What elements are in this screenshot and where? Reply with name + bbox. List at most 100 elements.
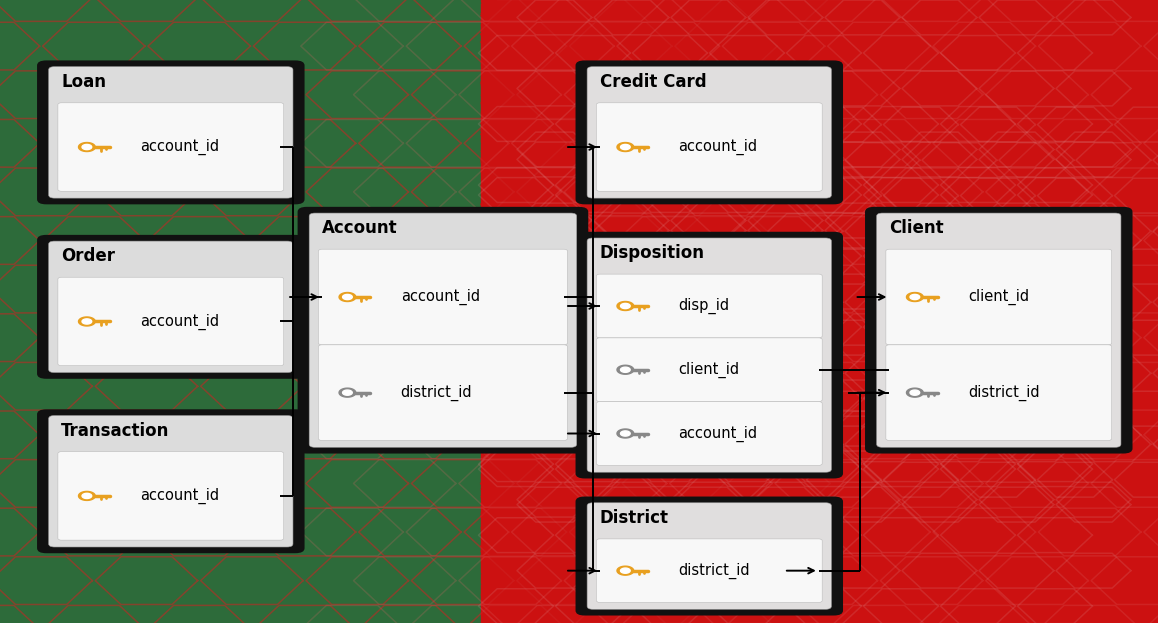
Point bbox=[504, 155, 522, 165]
Point bbox=[468, 0, 486, 6]
Point bbox=[460, 184, 478, 194]
Point bbox=[532, 7, 550, 17]
Point bbox=[522, 567, 541, 577]
Point bbox=[516, 193, 535, 202]
Point bbox=[492, 598, 511, 608]
Point bbox=[441, 52, 460, 62]
Point bbox=[447, 288, 466, 298]
Point bbox=[455, 392, 474, 402]
Point bbox=[464, 216, 483, 226]
Point bbox=[485, 510, 504, 520]
Point bbox=[437, 308, 455, 318]
Point bbox=[476, 297, 494, 307]
FancyBboxPatch shape bbox=[587, 503, 831, 609]
Point bbox=[510, 162, 528, 172]
Point bbox=[448, 251, 467, 261]
Point bbox=[444, 597, 462, 607]
Point bbox=[492, 214, 511, 224]
Point bbox=[498, 43, 516, 53]
Point bbox=[483, 301, 501, 311]
Point bbox=[505, 511, 523, 521]
Point bbox=[470, 64, 489, 74]
Point bbox=[455, 439, 474, 449]
Point bbox=[411, 275, 430, 285]
Point bbox=[430, 318, 448, 328]
Point bbox=[467, 561, 485, 571]
Point bbox=[525, 246, 543, 256]
Point bbox=[482, 138, 500, 148]
Point bbox=[400, 75, 418, 85]
Point bbox=[442, 264, 461, 273]
Point bbox=[488, 353, 506, 363]
Point bbox=[437, 247, 455, 257]
Point bbox=[520, 55, 538, 65]
Point bbox=[447, 110, 466, 120]
Point bbox=[485, 140, 504, 150]
Point bbox=[472, 587, 491, 597]
Point bbox=[492, 198, 511, 208]
Point bbox=[435, 338, 454, 348]
Point bbox=[428, 54, 447, 64]
Point bbox=[469, 383, 488, 393]
Point bbox=[430, 307, 448, 317]
Point bbox=[475, 16, 493, 26]
Point bbox=[428, 207, 447, 217]
Point bbox=[498, 83, 516, 93]
Point bbox=[475, 148, 493, 158]
Point bbox=[463, 581, 482, 591]
Point bbox=[459, 304, 477, 314]
Point bbox=[492, 249, 511, 259]
Point bbox=[450, 563, 469, 573]
Point bbox=[475, 586, 493, 596]
Point bbox=[402, 6, 420, 16]
Point bbox=[442, 288, 461, 298]
Point bbox=[489, 33, 507, 43]
Point bbox=[462, 147, 481, 157]
Point bbox=[488, 376, 506, 386]
Point bbox=[513, 279, 532, 289]
Point bbox=[461, 579, 479, 589]
Point bbox=[460, 568, 478, 578]
Point bbox=[481, 319, 499, 329]
Point bbox=[526, 207, 544, 217]
Point bbox=[445, 566, 463, 576]
Point bbox=[448, 49, 467, 59]
Point bbox=[508, 134, 527, 144]
Point bbox=[500, 596, 519, 606]
Point bbox=[481, 221, 499, 231]
Point bbox=[493, 126, 512, 136]
Point bbox=[446, 98, 464, 108]
Point bbox=[450, 143, 469, 153]
Point bbox=[475, 527, 493, 537]
Point bbox=[431, 371, 449, 381]
Point bbox=[452, 308, 470, 318]
Point bbox=[479, 353, 498, 363]
Point bbox=[462, 347, 481, 357]
Point bbox=[500, 293, 519, 303]
Point bbox=[453, 89, 471, 99]
Point bbox=[474, 287, 492, 297]
Point bbox=[536, 262, 555, 272]
Point bbox=[424, 136, 442, 146]
Point bbox=[529, 116, 548, 126]
Point bbox=[493, 258, 512, 268]
Point bbox=[489, 80, 507, 90]
Point bbox=[484, 41, 503, 51]
Point bbox=[449, 521, 468, 531]
Point bbox=[518, 403, 536, 413]
Point bbox=[446, 146, 464, 156]
Point bbox=[410, 368, 428, 378]
Point bbox=[442, 271, 461, 281]
FancyBboxPatch shape bbox=[318, 345, 567, 440]
Point bbox=[489, 285, 507, 295]
Point bbox=[413, 545, 432, 555]
Point bbox=[447, 206, 466, 216]
Point bbox=[434, 591, 453, 601]
Point bbox=[492, 140, 511, 150]
Point bbox=[449, 578, 468, 587]
Point bbox=[507, 117, 526, 127]
Point bbox=[477, 271, 496, 281]
Point bbox=[484, 207, 503, 217]
Point bbox=[511, 123, 529, 133]
Point bbox=[481, 316, 499, 326]
